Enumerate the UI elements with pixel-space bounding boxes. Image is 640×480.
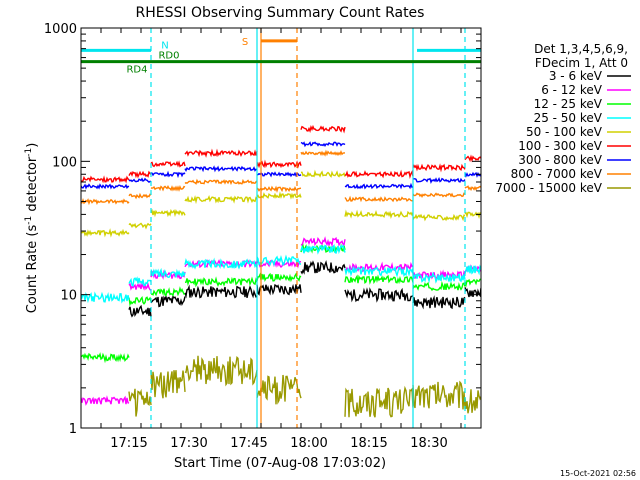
y-axis-label: Count Rate (s-1 detector-1) bbox=[24, 143, 40, 314]
legend-header-1: FDecim 1, Att 0 bbox=[535, 56, 628, 70]
y-label-end: ) bbox=[25, 143, 40, 148]
legend-label-1: 6 - 12 keV bbox=[541, 83, 603, 97]
x-tick-label: 17:15 bbox=[110, 436, 147, 451]
series-group bbox=[81, 124, 481, 418]
y-label-sup2: -1 bbox=[24, 148, 34, 157]
legend-label-4: 50 - 100 keV bbox=[526, 125, 603, 139]
x-tick-label: 18:30 bbox=[410, 436, 447, 451]
flag-label-2: RD4 bbox=[126, 65, 147, 76]
x-tick-label: 17:45 bbox=[230, 436, 267, 451]
legend-label-8: 7000 - 15000 keV bbox=[495, 181, 602, 195]
series-line-5 bbox=[81, 124, 481, 184]
flag-label-3: S bbox=[242, 37, 248, 48]
series-line-7 bbox=[81, 149, 481, 206]
flag-label-0: N bbox=[161, 40, 168, 51]
y-tick-label: 100 bbox=[52, 155, 77, 170]
series-line-8 bbox=[128, 355, 481, 418]
flag-label-1: RD0 bbox=[158, 51, 179, 62]
y-axis-ticks: 1 10 100 1000 bbox=[44, 22, 481, 437]
y-tick-label: 1000 bbox=[44, 22, 77, 37]
legend-label-6: 300 - 800 keV bbox=[518, 153, 602, 167]
y-tick-label: 10 bbox=[60, 289, 77, 304]
y-label-mid: detector bbox=[25, 156, 40, 216]
series-line-4 bbox=[81, 169, 481, 238]
x-tick-label: 18:15 bbox=[350, 436, 387, 451]
legend-label-7: 800 - 7000 keV bbox=[511, 167, 603, 181]
series-line-0 bbox=[128, 259, 481, 318]
x-axis-label: Start Time (07-Aug-08 17:03:02) bbox=[174, 456, 386, 471]
y-label-sup1: -1 bbox=[24, 216, 34, 225]
footer-timestamp: 15-Oct-2021 02:56 bbox=[560, 469, 636, 478]
y-tick-label: 1 bbox=[69, 422, 77, 437]
legend: Det 1,3,4,5,6,9,FDecim 1, Att 03 - 6 keV… bbox=[495, 42, 631, 195]
legend-label-0: 3 - 6 keV bbox=[549, 69, 603, 83]
x-tick-label: 18:00 bbox=[290, 436, 327, 451]
legend-label-2: 12 - 25 keV bbox=[534, 97, 603, 111]
x-tick-label: 17:30 bbox=[170, 436, 207, 451]
chart-title: RHESSI Observing Summary Count Rates bbox=[136, 5, 425, 21]
y-label-main: Count Rate (s bbox=[25, 225, 40, 314]
x-axis-ticks: 17:15 17:30 17:45 18:00 18:15 18:30 bbox=[80, 28, 482, 451]
series-line-6 bbox=[81, 141, 481, 190]
legend-label-3: 25 - 50 keV bbox=[534, 111, 603, 125]
legend-header-0: Det 1,3,4,5,6,9, bbox=[534, 42, 628, 56]
series-line-3 bbox=[81, 243, 481, 304]
legend-label-5: 100 - 300 keV bbox=[518, 139, 602, 153]
